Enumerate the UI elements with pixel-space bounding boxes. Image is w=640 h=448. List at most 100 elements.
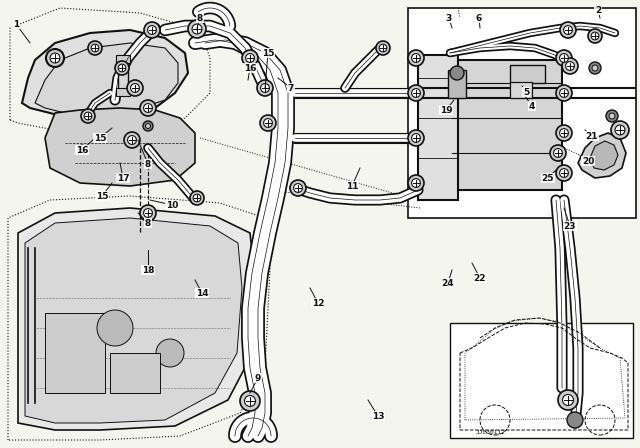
Bar [418,55,458,200]
Text: 5: 5 [523,87,529,96]
Text: 8: 8 [197,13,203,22]
Circle shape [127,80,143,96]
Circle shape [88,41,102,55]
Circle shape [559,168,568,177]
Circle shape [124,132,140,148]
Text: 8: 8 [145,219,151,228]
Circle shape [144,22,160,38]
Circle shape [592,65,598,71]
Text: 11: 11 [346,181,358,190]
Text: 15: 15 [96,191,108,201]
Circle shape [412,89,420,97]
Text: c: c [80,143,84,149]
Circle shape [554,149,563,157]
Circle shape [408,175,424,191]
Circle shape [566,62,575,70]
Circle shape [246,54,255,62]
Circle shape [143,103,152,112]
Circle shape [408,85,424,101]
Text: 15: 15 [262,48,275,57]
Circle shape [559,129,568,138]
Text: 7: 7 [288,83,294,92]
Circle shape [84,112,92,120]
Circle shape [559,54,568,62]
Circle shape [379,44,387,52]
Circle shape [588,29,602,43]
Circle shape [118,64,126,72]
Circle shape [609,113,615,119]
Text: 19: 19 [440,105,452,115]
Circle shape [412,134,420,142]
Circle shape [46,49,64,67]
Polygon shape [35,43,178,116]
Circle shape [244,396,255,406]
Text: 2: 2 [595,5,601,14]
Bar [510,65,545,83]
Circle shape [591,32,599,40]
Text: 25: 25 [541,173,554,182]
Circle shape [615,125,625,135]
Circle shape [562,58,578,74]
Circle shape [143,121,153,131]
Circle shape [188,20,206,38]
Bar [450,323,633,438]
Text: 4: 4 [529,102,535,111]
Circle shape [50,53,60,63]
Polygon shape [590,141,618,170]
Text: JJC30112: JJC30112 [476,430,506,435]
Circle shape [192,24,202,34]
Circle shape [143,209,152,217]
Text: 12: 12 [312,298,324,307]
Circle shape [257,80,273,96]
Circle shape [567,412,583,428]
Circle shape [556,50,572,66]
Circle shape [260,84,269,92]
Text: 8: 8 [145,159,151,168]
Circle shape [290,180,306,196]
Circle shape [97,310,133,346]
Circle shape [450,66,464,80]
Circle shape [556,85,572,101]
Circle shape [556,165,572,181]
Bar [448,70,466,98]
Circle shape [156,339,184,367]
Circle shape [606,110,618,122]
Circle shape [264,119,273,127]
Text: 13: 13 [372,412,384,421]
Polygon shape [578,133,626,178]
Circle shape [408,130,424,146]
Text: 1: 1 [13,20,19,29]
Polygon shape [18,208,255,430]
Text: 17: 17 [116,173,129,182]
Text: 16: 16 [76,146,88,155]
Circle shape [412,54,420,62]
Text: 22: 22 [474,273,486,283]
Circle shape [611,121,629,139]
Bar [118,62,128,90]
Circle shape [115,61,129,75]
Polygon shape [25,218,242,423]
Circle shape [560,22,576,38]
Circle shape [563,395,573,405]
Bar [45,313,105,393]
Circle shape [412,179,420,187]
Circle shape [140,100,156,116]
Circle shape [190,191,204,205]
Circle shape [294,184,302,192]
Circle shape [140,205,156,221]
Text: 15: 15 [93,134,106,142]
Text: 16: 16 [244,64,256,73]
Circle shape [127,136,136,144]
Text: 24: 24 [442,279,454,288]
Polygon shape [45,108,195,186]
Bar [116,88,130,96]
Circle shape [550,145,566,161]
Bar [408,8,636,218]
Polygon shape [22,30,188,123]
Circle shape [148,26,156,34]
Bar [510,82,532,98]
Circle shape [260,115,276,131]
Circle shape [376,41,390,55]
Circle shape [131,84,140,92]
Circle shape [558,390,578,410]
